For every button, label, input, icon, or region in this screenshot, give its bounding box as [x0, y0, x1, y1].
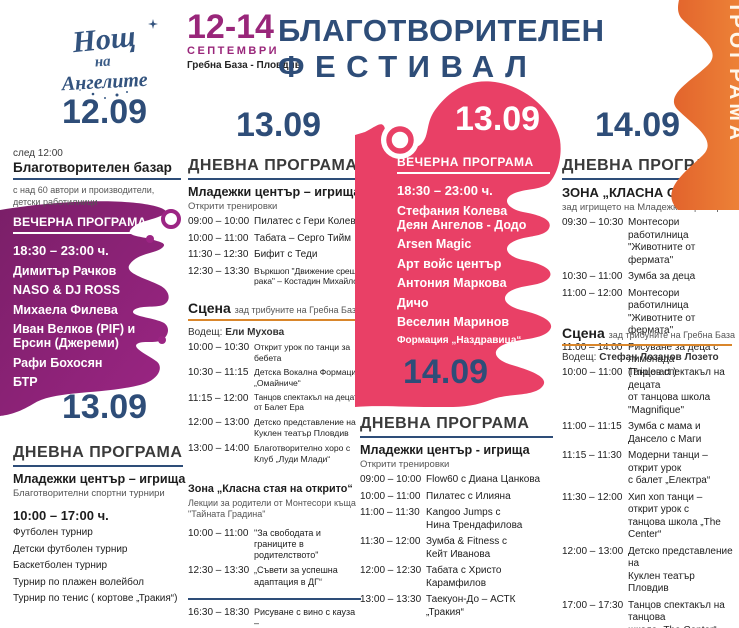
svg-text:на: на [94, 53, 111, 70]
svg-text:Ангелите: Ангелите [59, 69, 148, 96]
